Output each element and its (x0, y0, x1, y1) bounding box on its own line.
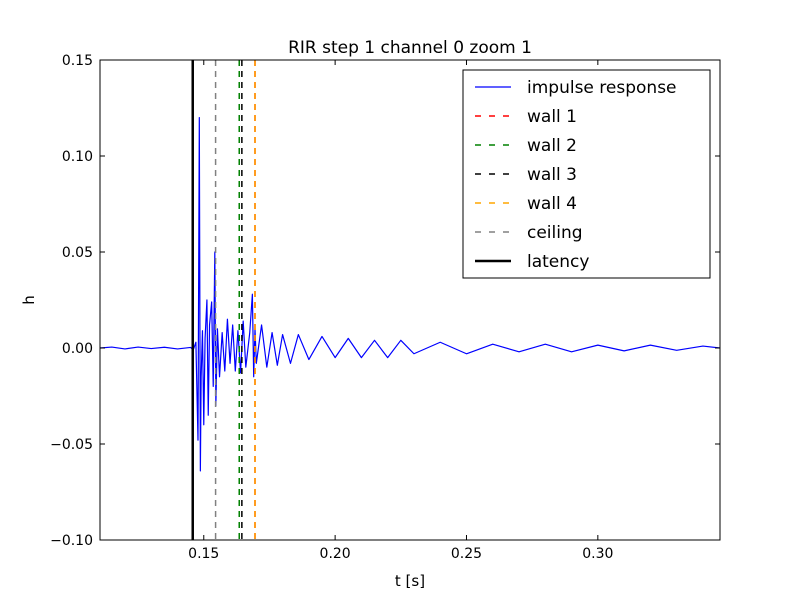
x-tick-label: 0.20 (320, 546, 351, 562)
legend-box (462, 69, 711, 279)
y-tick-label: 0.05 (62, 245, 93, 261)
x-tick-label: 0.25 (451, 546, 482, 562)
y-tick-label: −0.10 (50, 533, 93, 549)
legend-label-wall-1: wall 1 (527, 107, 577, 127)
axes-layer: 0.15 0.20 0.25 0.30 −0.10 −0.05 0.00 0.05 0.10 0.… (50, 53, 721, 562)
legend-label-impulse-response: impulse response (527, 78, 677, 98)
y-tick-label: 0.15 (62, 53, 93, 69)
y-tick-label: 0.10 (62, 149, 93, 165)
legend-label-ceiling: ceiling (527, 223, 583, 243)
impulse-response-line (100, 116, 720, 472)
x-axis-label: t [s] (395, 572, 425, 590)
y-axis-label: h (20, 295, 38, 305)
plot-area: 0.15 0.20 0.25 0.30 −0.10 −0.05 0.00 0.05 0.10 0.… (50, 53, 721, 562)
legend-label-wall-3: wall 3 (527, 165, 577, 185)
legend-label-wall-4: wall 4 (527, 194, 577, 214)
legend: impulse response wall 1 wall 2 wall 3 wall 4… (462, 69, 711, 279)
y-tick-label: 0.00 (62, 341, 93, 357)
legend-label-latency: latency (527, 252, 589, 272)
legend-label-wall-2: wall 2 (527, 136, 577, 156)
axes-frame (99, 59, 721, 541)
x-tick-label: 0.15 (188, 546, 219, 562)
series-layer (100, 60, 720, 540)
x-tick-label: 0.30 (582, 546, 613, 562)
y-tick-label: −0.05 (50, 437, 93, 453)
chart-title: RIR step 1 channel 0 zoom 1 (288, 38, 532, 58)
